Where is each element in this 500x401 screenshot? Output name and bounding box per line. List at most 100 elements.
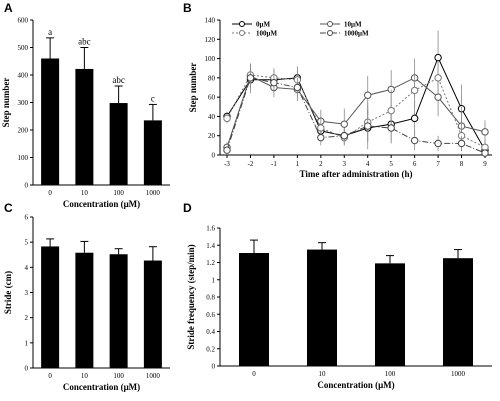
bar xyxy=(307,249,337,366)
significance-label: c xyxy=(151,93,155,103)
y-tick-label: 0 xyxy=(25,365,29,373)
y-tick-label: 100 xyxy=(205,55,216,63)
x-tick-label: 1000 xyxy=(451,370,466,378)
data-point xyxy=(457,139,466,148)
y-axis-title: Step number xyxy=(188,63,198,113)
bar xyxy=(109,103,128,185)
x-tick-label: 0 xyxy=(48,189,52,197)
x-tick-label: 10 xyxy=(319,370,327,378)
data-point xyxy=(434,93,442,101)
x-tick-label: 3 xyxy=(343,160,347,168)
panel-label: A xyxy=(4,1,13,15)
bar xyxy=(443,258,473,366)
legend-marker xyxy=(327,30,333,36)
x-tick-label: 1000 xyxy=(146,372,161,380)
y-tick-label: 20 xyxy=(208,132,216,140)
data-point xyxy=(434,53,442,62)
x-tick-label: 100 xyxy=(385,370,396,378)
data-point xyxy=(387,124,395,132)
y-tick-label: 5 xyxy=(25,239,29,247)
y-tick-label: 0.8 xyxy=(206,294,215,302)
x-tick-label: 100 xyxy=(113,189,124,197)
bar xyxy=(143,260,162,368)
data-point xyxy=(434,139,442,148)
data-point xyxy=(293,83,302,92)
data-point xyxy=(364,122,372,130)
data-point xyxy=(340,132,348,140)
data-point xyxy=(317,133,325,142)
bar xyxy=(41,58,60,185)
y-tick-label: 1 xyxy=(212,276,216,284)
bar xyxy=(239,253,269,366)
x-tick-label: -2 xyxy=(248,160,254,168)
legend-label: 10μM xyxy=(344,21,362,29)
panel-b: B 0 20 40 60 80 100 120 140 Step number Time after… xyxy=(183,1,492,179)
panel-label: B xyxy=(183,1,192,15)
x-axis-title: Concentration (μM) xyxy=(63,199,140,209)
x-tick-label: 100 xyxy=(113,372,124,380)
y-tick-label: 60 xyxy=(208,94,216,102)
data-point xyxy=(223,146,231,154)
y-tick-label: 1 xyxy=(25,339,29,347)
y-tick-label: 0 xyxy=(212,363,216,371)
y-tick-label: 1.6 xyxy=(206,225,215,233)
x-tick-label: 2 xyxy=(319,160,323,168)
series-0 xyxy=(223,30,489,155)
y-tick-label: 3 xyxy=(25,289,29,297)
data-point xyxy=(410,86,419,95)
x-tick-label: 6 xyxy=(413,160,417,168)
significance-label: abc xyxy=(78,37,91,47)
bar xyxy=(75,252,94,368)
bar xyxy=(375,263,405,366)
series-line xyxy=(226,74,486,148)
y-tick-label: 0 xyxy=(25,182,29,190)
data-point xyxy=(246,74,255,82)
y-tick-label: 2 xyxy=(25,314,29,322)
data-point xyxy=(223,114,231,123)
y-tick-label: 0.6 xyxy=(206,311,215,319)
bar xyxy=(143,120,162,185)
panel-label: C xyxy=(4,201,13,215)
y-tick-label: 0.4 xyxy=(206,328,215,336)
data-point xyxy=(340,120,348,128)
x-tick-label: 5 xyxy=(389,160,393,168)
x-tick-label: -3 xyxy=(224,160,230,168)
series-3 xyxy=(223,68,489,157)
y-tick-label: 0 xyxy=(212,152,216,160)
significance-label: abc xyxy=(112,75,125,85)
legend-label: 100μM xyxy=(256,30,277,38)
y-axis-title: Stride (cm) xyxy=(3,271,13,314)
y-axis-title: Stride frequency (step/min) xyxy=(186,244,196,349)
panel-c: C 0 1 2 3 4 5 6 Stride (cm) Concentration (μM) 0 10… xyxy=(3,201,170,392)
x-tick-label: 8 xyxy=(460,160,464,168)
legend-marker xyxy=(327,21,333,27)
x-tick-label: -1 xyxy=(271,160,277,168)
y-tick-label: 140 xyxy=(205,17,216,25)
series-1 xyxy=(223,58,489,153)
series-line xyxy=(226,75,486,148)
data-point xyxy=(481,149,489,157)
bar xyxy=(75,68,94,185)
y-tick-label: 300 xyxy=(18,99,29,107)
y-tick-label: 6 xyxy=(25,214,29,222)
y-tick-label: 120 xyxy=(205,36,216,44)
panel-d: D 0 0.2 0.4 0.6 0.8 1 1.2 1.4 1.6 Stride frequency… xyxy=(183,201,492,390)
series-line xyxy=(226,56,486,151)
data-point xyxy=(270,78,278,87)
x-tick-label: 9 xyxy=(483,160,487,168)
panel-label: D xyxy=(183,201,192,215)
y-tick-label: 1.2 xyxy=(206,259,215,267)
bar xyxy=(109,254,128,368)
x-axis-title: Time after administration (h) xyxy=(300,169,413,179)
x-axis-title: Concentration (μM) xyxy=(317,380,394,390)
x-tick-label: 10 xyxy=(81,189,89,197)
data-point xyxy=(410,136,419,145)
x-tick-label: 10 xyxy=(81,372,89,380)
x-axis-title: Concentration (μM) xyxy=(63,382,140,392)
y-tick-label: 4 xyxy=(25,264,29,272)
data-point xyxy=(410,114,419,123)
y-tick-label: 500 xyxy=(18,44,29,52)
x-tick-label: 1000 xyxy=(146,189,161,197)
